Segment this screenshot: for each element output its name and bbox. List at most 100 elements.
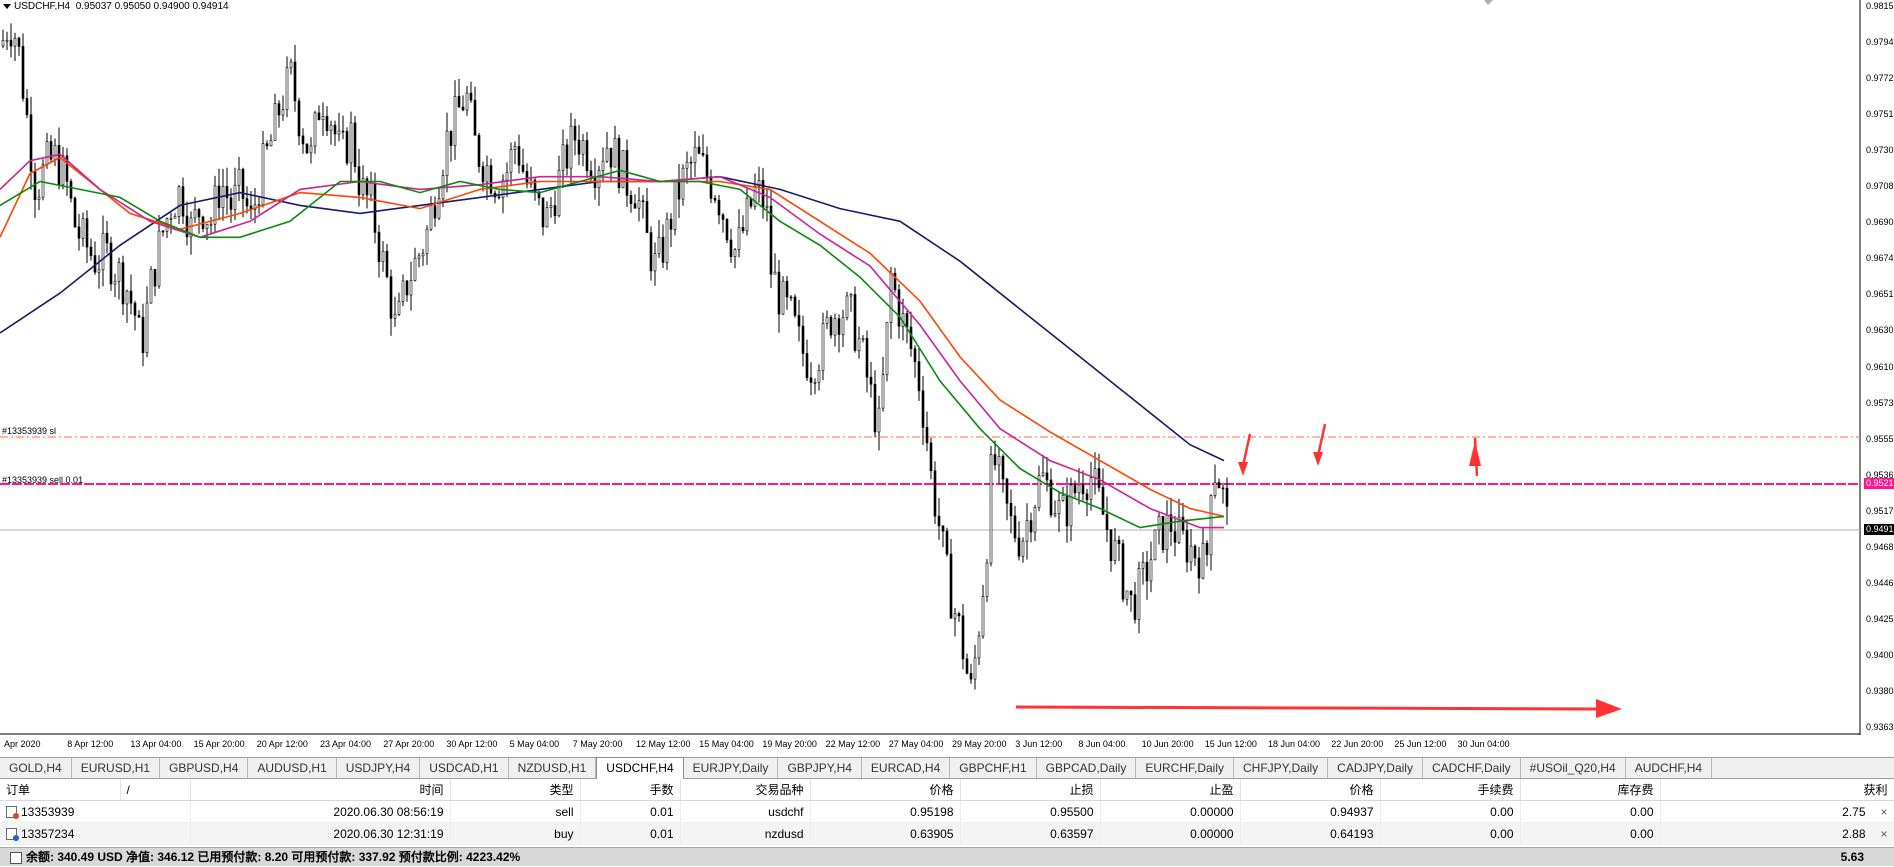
tab-eurjpy-daily[interactable]: EURJPY,Daily: [684, 758, 779, 778]
candle-body: [197, 209, 201, 218]
tab-audusd-h1[interactable]: AUDUSD,H1: [248, 758, 337, 778]
candle-body: [753, 185, 757, 207]
tab-usoil-q20-h4[interactable]: #USOil_Q20,H4: [1521, 758, 1626, 778]
candle-body: [765, 205, 769, 208]
close-order-icon[interactable]: ×: [1880, 826, 1888, 841]
order-id: 13353939: [21, 804, 75, 819]
time-tick-label: 27 Apr 20:00: [383, 739, 435, 749]
candle-body: [105, 232, 109, 244]
candle-body: [1053, 513, 1057, 516]
moving-average-orange: [0, 156, 1225, 518]
col-profit[interactable]: 获利: [1660, 779, 1894, 801]
col-sort[interactable]: /: [120, 779, 191, 801]
candle-body: [997, 456, 1001, 466]
chart-tabs-bar: GOLD,H4 EURUSD,H1 GBPUSD,H4 AUDUSD,H1 USDJPY…: [0, 757, 1894, 779]
tab-eurcad-h4[interactable]: EURCAD,H4: [862, 758, 951, 778]
candle-body: [29, 114, 33, 172]
price-tick-label: 0.9690: [1866, 217, 1894, 228]
candle-body: [333, 124, 337, 135]
tab-usdjpy-h4[interactable]: USDJPY,H4: [337, 758, 421, 778]
candle-body: [561, 144, 565, 171]
col-lots[interactable]: 手数: [580, 779, 681, 801]
table-row[interactable]: 13353939 2020.06.30 08:56:19 sell 0.01 u…: [0, 800, 1894, 823]
col-time[interactable]: 时间: [190, 779, 451, 801]
order-sl: 0.95500: [960, 800, 1101, 823]
candle-body: [585, 140, 589, 172]
tab-eurusd-h1[interactable]: EURUSD,H1: [72, 758, 161, 778]
candle-body: [953, 613, 957, 619]
candle-body: [241, 168, 245, 199]
price-chart[interactable]: [0, 0, 1894, 735]
candle-body: [597, 170, 601, 188]
tab-gold-h4[interactable]: GOLD,H4: [0, 758, 72, 778]
order-sl: 0.63597: [960, 822, 1101, 845]
col-swap[interactable]: 库存费: [1520, 779, 1661, 801]
candle-body: [837, 318, 841, 335]
candle-body: [881, 374, 885, 409]
candle-body: [701, 153, 705, 156]
candle-body: [489, 165, 493, 194]
tab-usdcad-h1[interactable]: USDCAD,H1: [420, 758, 509, 778]
candle-body: [693, 146, 697, 163]
candle-body: [129, 290, 133, 304]
candle-body: [841, 317, 845, 335]
time-tick-label: Apr 2020: [4, 739, 41, 749]
close-order-icon[interactable]: ×: [1880, 804, 1888, 819]
tab-gbpcad-daily[interactable]: GBPCAD,Daily: [1037, 758, 1137, 778]
time-tick-label: 15 May 04:00: [699, 739, 754, 749]
col-sl[interactable]: 止损: [960, 779, 1101, 801]
table-row[interactable]: 13357234 2020.06.30 12:31:19 buy 0.01 nz…: [0, 822, 1894, 845]
tab-nzdusd-h1[interactable]: NZDUSD,H1: [509, 758, 597, 778]
candle-body: [437, 198, 441, 219]
candle-body: [401, 280, 405, 302]
col-price[interactable]: 价格: [810, 779, 961, 801]
candle-body: [1101, 487, 1105, 515]
candle-body: [125, 290, 129, 305]
candle-body: [277, 103, 281, 116]
tab-gbpchf-h1[interactable]: GBPCHF,H1: [950, 758, 1037, 778]
candle-body: [969, 673, 973, 680]
candle-body: [649, 232, 653, 272]
tab-gbpjpy-h4[interactable]: GBPJPY,H4: [778, 758, 862, 778]
candle-body: [865, 338, 869, 378]
order-commission: 0.00: [1380, 800, 1521, 823]
candle-body: [429, 205, 433, 230]
chart-area[interactable]: USDCHF,H4 0.95037 0.95050 0.94900 0.9491…: [0, 0, 1894, 749]
tab-usdchf-h4[interactable]: USDCHF,H4: [596, 757, 684, 779]
tab-cadchf-daily[interactable]: CADCHF,Daily: [1423, 758, 1521, 778]
tab-eurchf-daily[interactable]: EURCHF,Daily: [1136, 758, 1235, 778]
candle-body: [981, 596, 985, 637]
chart-menu-triangle-icon[interactable]: [3, 3, 11, 9]
candle-body: [173, 216, 177, 219]
candle-body: [1153, 529, 1157, 561]
candle-body: [573, 125, 577, 141]
candle-body: [565, 144, 569, 169]
candle-body: [325, 116, 329, 131]
candle-body: [101, 232, 105, 271]
candle-body: [421, 253, 425, 257]
candle-body: [965, 658, 969, 674]
candle-body: [577, 139, 581, 155]
candle-body: [521, 164, 525, 172]
candle-body: [329, 124, 333, 131]
col-symbol[interactable]: 交易品种: [680, 779, 811, 801]
tab-cadjpy-daily[interactable]: CADJPY,Daily: [1328, 758, 1423, 778]
tab-gbpusd-h4[interactable]: GBPUSD,H4: [160, 758, 249, 778]
col-tp[interactable]: 止盈: [1100, 779, 1241, 801]
tab-chfjpy-daily[interactable]: CHFJPY,Daily: [1234, 758, 1329, 778]
candle-body: [873, 383, 877, 433]
candle-body: [1021, 540, 1025, 557]
candle-body: [829, 316, 833, 336]
col-order[interactable]: 订单: [0, 779, 121, 801]
candle-body: [645, 201, 649, 233]
col-commission[interactable]: 手续费: [1380, 779, 1521, 801]
order-id: 13357234: [21, 826, 75, 841]
candle-body: [737, 227, 741, 250]
col-type[interactable]: 类型: [450, 779, 581, 801]
col-cur-price[interactable]: 价格: [1240, 779, 1381, 801]
price-tick-label: 0.9380: [1866, 685, 1894, 696]
candle-body: [781, 280, 785, 315]
time-tick-label: 23 Apr 04:00: [320, 739, 372, 749]
tab-audchf-h4[interactable]: AUDCHF,H4: [1626, 758, 1713, 778]
candle-body: [1077, 484, 1081, 494]
